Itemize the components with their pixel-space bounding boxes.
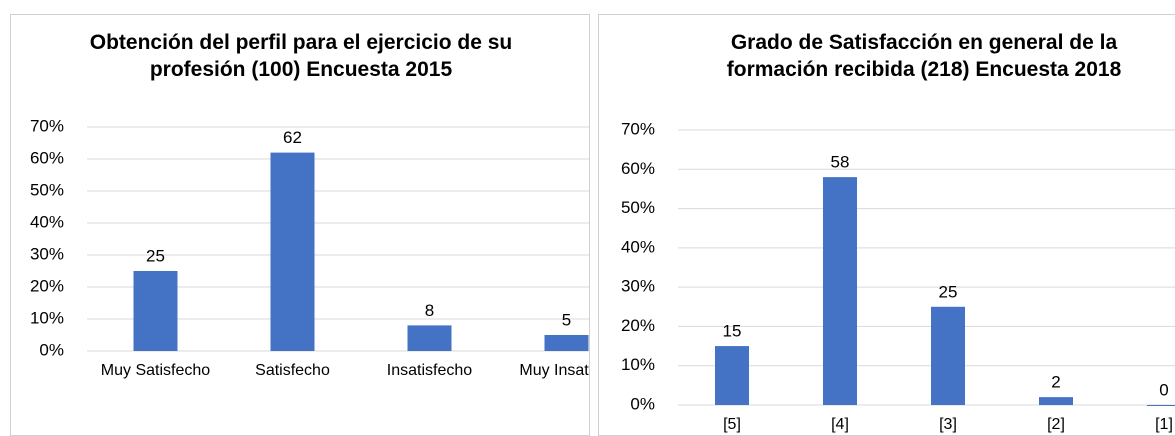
data-label: 62 xyxy=(283,128,302,147)
chart-title: Obtención del perfil para el ejercicio d… xyxy=(89,31,513,81)
y-tick-label: 50% xyxy=(621,198,655,217)
page: 0% 10% 20% 30% 40% 50% 60% 70% 25 62 8 5 Obtención d… xyxy=(10,14,1175,436)
chart-title: Grado de Satisfacción en general de la f… xyxy=(726,31,1122,81)
x-tick-label: Insatisfecho xyxy=(386,362,473,379)
bar xyxy=(407,325,452,351)
y-tick-label: 30% xyxy=(30,244,64,263)
y-tick-label: 40% xyxy=(30,212,64,231)
y-tick-label: 60% xyxy=(30,148,64,167)
data-label: 8 xyxy=(425,301,434,320)
x-tick-label: [5] xyxy=(723,416,741,433)
x-tick-label: [2] xyxy=(1047,416,1065,433)
x-tick-label: Muy Insatisfe xyxy=(519,362,589,379)
bar xyxy=(544,335,589,351)
bar xyxy=(931,306,965,405)
chart: 0% 10% 20% 30% 40% 50% 60% 70% 25 62 8 5 xyxy=(30,116,589,359)
x-tick-label: [4] xyxy=(831,416,849,433)
chart-panel: 0% 10% 20% 30% 40% 50% 60% 70% 15 58 25 2 0 Grado de … xyxy=(598,14,1175,436)
y-tick-label: 50% xyxy=(30,180,64,199)
y-tick-label: 70% xyxy=(621,119,655,138)
y-tick-label: 0% xyxy=(39,340,64,359)
data-label: 25 xyxy=(939,282,958,301)
x-tick-label: Muy Satisfecho xyxy=(100,362,211,379)
data-label: 2 xyxy=(1051,373,1060,392)
y-tick-label: 60% xyxy=(621,159,655,178)
chart: 0% 10% 20% 30% 40% 50% 60% 70% 15 58 25 2 0 xyxy=(621,119,1175,413)
bar xyxy=(1039,397,1073,405)
y-tick-label: 20% xyxy=(30,276,64,295)
y-tick-label: 70% xyxy=(30,116,64,135)
data-label: 25 xyxy=(146,246,165,265)
data-label: 15 xyxy=(723,322,742,341)
y-tick-label: 20% xyxy=(621,316,655,335)
y-tick-label: 0% xyxy=(630,394,655,413)
data-label: 5 xyxy=(562,310,571,329)
y-tick-label: 30% xyxy=(621,277,655,296)
bar xyxy=(270,152,315,351)
bar xyxy=(823,177,857,405)
y-tick-label: 10% xyxy=(621,355,655,374)
data-label: 58 xyxy=(831,153,850,172)
data-label: 0 xyxy=(1159,380,1168,399)
x-tick-label: Satisfecho xyxy=(255,362,330,379)
x-tick-label: [3] xyxy=(939,416,957,433)
y-tick-label: 40% xyxy=(621,237,655,256)
bar xyxy=(1147,405,1175,406)
x-tick-label: [1] xyxy=(1155,416,1173,433)
bar xyxy=(133,271,178,351)
chart-panel: 0% 10% 20% 30% 40% 50% 60% 70% 25 62 8 5 Obtención d… xyxy=(10,14,590,436)
y-tick-label: 10% xyxy=(30,308,64,327)
bar xyxy=(715,346,749,405)
